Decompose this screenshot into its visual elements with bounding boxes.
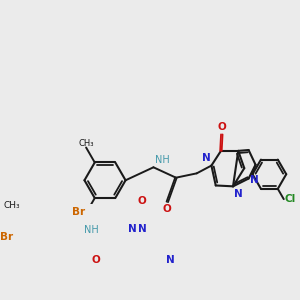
Text: CH₃: CH₃ (78, 139, 94, 148)
Text: Cl: Cl (285, 194, 296, 204)
Text: CH₃: CH₃ (4, 201, 21, 210)
Text: N: N (128, 224, 136, 234)
Text: N: N (166, 255, 175, 265)
Text: O: O (137, 196, 146, 206)
Text: O: O (163, 205, 171, 214)
Text: O: O (92, 255, 100, 265)
Text: O: O (218, 122, 226, 132)
Text: N: N (138, 224, 147, 234)
Text: NH: NH (154, 155, 169, 165)
Text: N: N (250, 175, 259, 184)
Text: N: N (202, 153, 211, 163)
Text: Br: Br (0, 232, 14, 242)
Text: Br: Br (72, 207, 86, 217)
Text: N: N (234, 189, 243, 199)
Text: NH: NH (85, 225, 99, 235)
